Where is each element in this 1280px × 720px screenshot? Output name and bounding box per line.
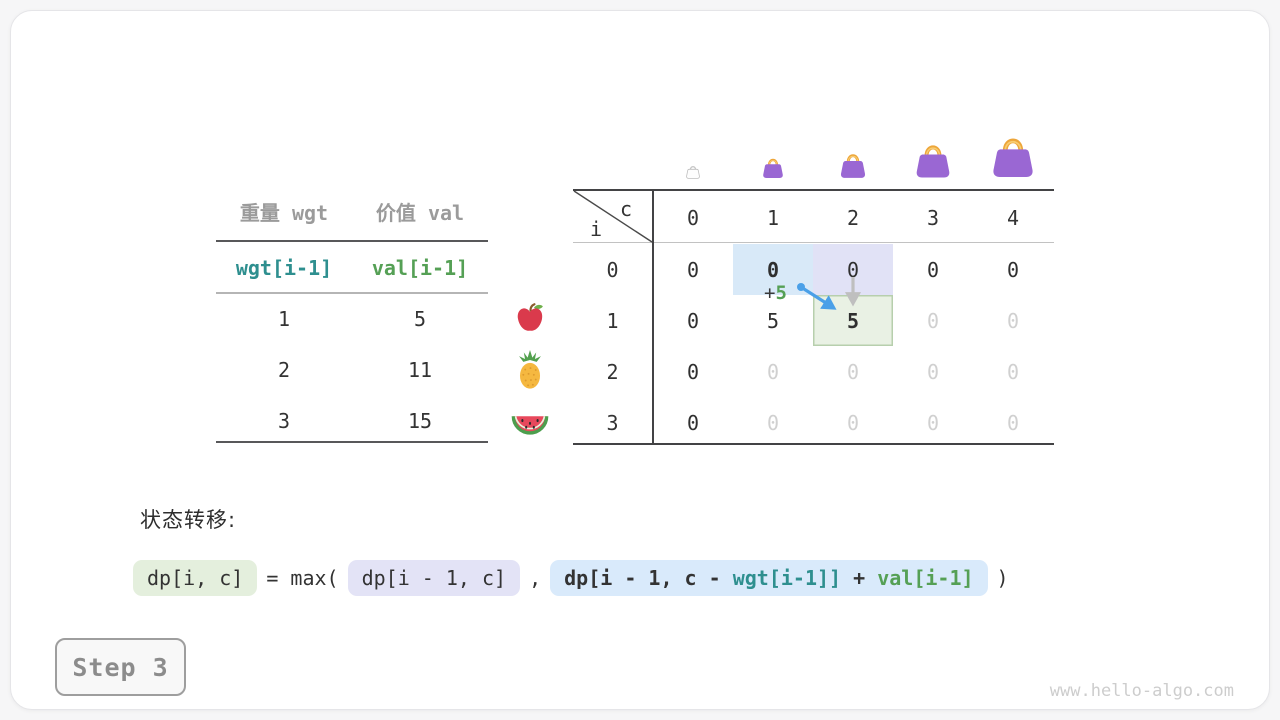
items-table-top-rule bbox=[216, 240, 488, 242]
formula-option2-plus: + bbox=[841, 566, 878, 590]
transition-heading: 状态转移: bbox=[140, 508, 237, 532]
watermark: www.hello-algo.com bbox=[1049, 681, 1234, 701]
formula-close-paren: ) bbox=[996, 566, 1009, 590]
dp-cell-0-3: 0 bbox=[926, 257, 940, 282]
dp-col-header-2: 2 bbox=[846, 206, 860, 230]
formula-option2-val: val[i-1] bbox=[877, 566, 974, 590]
dp-row-header-0: 0 bbox=[606, 257, 619, 282]
items-table-bottom-rule bbox=[216, 441, 488, 443]
dp-cell-0-4: 0 bbox=[1006, 257, 1020, 282]
dp-cell-3-4: 0 bbox=[1006, 410, 1020, 435]
annotation-plus-sign: + bbox=[764, 282, 776, 304]
item-row-2: 2 11 bbox=[216, 356, 488, 384]
bag-capacity-0-icon bbox=[685, 165, 701, 179]
item-1-weight: 1 bbox=[277, 307, 291, 331]
dp-corner-col-var: c bbox=[620, 197, 633, 221]
items-table-mid-rule bbox=[216, 292, 488, 294]
step-badge-label: Step 3 bbox=[72, 652, 169, 682]
dp-cell-1-2: 5 bbox=[813, 295, 893, 346]
weight-column-header: 重量 wgt bbox=[239, 200, 329, 225]
item-row-1: 1 5 bbox=[216, 305, 488, 333]
dp-cell-2-3: 0 bbox=[926, 359, 940, 384]
dp-cell-2-4: 0 bbox=[1006, 359, 1020, 384]
dp-col-header-4: 4 bbox=[1006, 206, 1020, 230]
item-2-weight: 2 bbox=[277, 358, 291, 382]
dp-col-header-1: 1 bbox=[766, 206, 780, 230]
dp-cell-1-3: 0 bbox=[926, 308, 940, 333]
bag-capacity-3-icon bbox=[914, 145, 952, 179]
dp-cell-3-1: 0 bbox=[766, 410, 780, 435]
dp-cell-1-0: 0 bbox=[686, 308, 700, 333]
wgt-index-label: wgt[i-1] bbox=[235, 256, 333, 280]
dp-table-header-rule bbox=[573, 242, 1054, 243]
dp-col-header-0: 0 bbox=[686, 206, 700, 230]
dp-cell-3-3: 0 bbox=[926, 410, 940, 435]
formula-lhs-chip: dp[i, c] bbox=[133, 560, 258, 596]
step-badge: Step 3 bbox=[55, 638, 186, 696]
item-3-weight: 3 bbox=[277, 409, 291, 433]
items-table-header: 重量 wgt 价值 val bbox=[216, 197, 488, 225]
annotation-value: 5 bbox=[775, 282, 787, 304]
dp-cell-0-0: 0 bbox=[686, 257, 700, 282]
formula-option1-chip: dp[i - 1, c] bbox=[347, 560, 521, 596]
item-2-value: 11 bbox=[407, 358, 433, 382]
dp-row-header-2: 2 bbox=[606, 359, 619, 384]
bag-capacity-4-icon bbox=[989, 133, 1037, 179]
dp-row-header-3: 3 bbox=[606, 410, 619, 435]
dp-corner-row-var: i bbox=[590, 217, 603, 241]
formula-comma: , bbox=[529, 566, 542, 590]
watermelon-icon bbox=[511, 414, 549, 435]
dp-cell-1-1: 5 bbox=[766, 308, 780, 333]
item-1-value: 5 bbox=[413, 307, 427, 331]
item-3-value: 15 bbox=[407, 409, 433, 433]
dp-cell-3-2: 0 bbox=[846, 410, 860, 435]
dp-table-top-rule bbox=[573, 189, 1054, 191]
dp-column-headers: 0 1 2 3 4 bbox=[653, 194, 1053, 242]
dp-row-header-1: 1 bbox=[606, 308, 619, 333]
dp-table-bottom-rule bbox=[573, 443, 1054, 445]
bag-capacity-1-icon bbox=[762, 158, 784, 179]
formula-eq-max: = max( bbox=[266, 566, 339, 590]
transition-formula: dp[i, c] = max( dp[i - 1, c] , dp[i - 1,… bbox=[133, 560, 1009, 596]
dp-row-headers: 0 1 2 3 bbox=[573, 244, 652, 448]
formula-option2-prefix: dp[i - 1, c - bbox=[564, 566, 733, 590]
dp-cell-grid: 0 0 0 0 0 0 5 5 0 0 0 0 0 0 0 0 0 0 0 0 bbox=[653, 244, 1053, 448]
formula-option2-wgt: wgt[i-1]] bbox=[732, 566, 842, 590]
dp-cell-1-4: 0 bbox=[1006, 308, 1020, 333]
dp-cell-0-2: 0 bbox=[813, 244, 893, 295]
bag-capacity-2-icon bbox=[839, 154, 867, 179]
dp-cell-2-0: 0 bbox=[686, 359, 700, 384]
dp-cell-3-0: 0 bbox=[686, 410, 700, 435]
dp-col-header-3: 3 bbox=[926, 206, 940, 230]
transition-annotation: +5 bbox=[764, 283, 787, 303]
formula-option2-chip: dp[i - 1, c - wgt[i-1]] + val[i-1] bbox=[550, 560, 988, 596]
dp-cell-2-2: 0 bbox=[846, 359, 860, 384]
items-table-index-row: wgt[i-1] val[i-1] bbox=[216, 254, 488, 282]
value-column-header: 价值 val bbox=[375, 200, 465, 225]
dp-table-vertical-rule bbox=[652, 189, 654, 445]
pineapple-icon bbox=[519, 349, 541, 389]
dp-cell-2-1: 0 bbox=[766, 359, 780, 384]
item-row-3: 3 15 bbox=[216, 407, 488, 435]
apple-icon bbox=[516, 303, 544, 332]
val-index-label: val[i-1] bbox=[371, 256, 469, 280]
